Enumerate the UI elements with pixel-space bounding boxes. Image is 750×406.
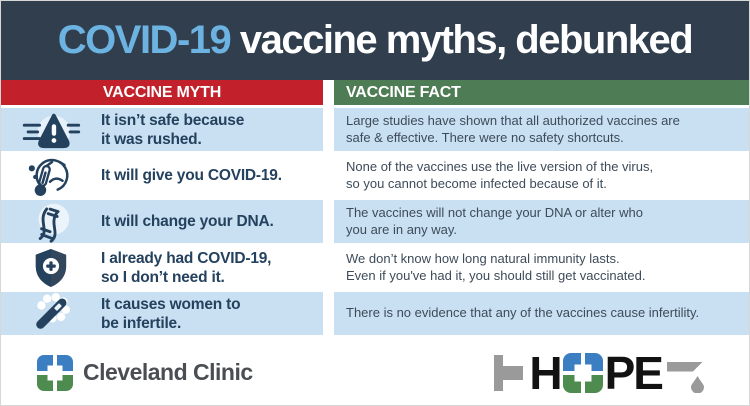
myth-text: It isn’t safe because it was rushed. [101, 111, 245, 148]
myth-text: It causes women to be infertile. [101, 295, 241, 332]
myth-cell: It causes women to be infertile. [1, 292, 323, 335]
column-divider [323, 246, 334, 289]
table-row: It causes women to be infertile. There i… [1, 292, 749, 335]
table-row: It will change your DNA. The vaccines wi… [1, 200, 749, 243]
myth-text: I already had COVID-19, so I don’t need … [101, 249, 272, 286]
header-banner: COVID-19 vaccine myths, debunked [1, 1, 749, 80]
title-highlight: COVID-19 [57, 18, 232, 62]
myth-cell: It will change your DNA. [1, 200, 323, 243]
pregnancy-test-icon [1, 292, 101, 336]
column-divider [323, 200, 334, 243]
fact-text: Large studies have shown that all author… [346, 113, 680, 145]
cleveland-clinic-mark-icon [562, 352, 603, 393]
fact-text: The vaccines will not change your DNA or… [346, 205, 643, 237]
table-row: It isn’t safe because it was rushed. Lar… [1, 108, 749, 151]
table-row: It will give you COVID-19. None of the v… [1, 154, 749, 197]
title-rest: vaccine myths, debunked [230, 18, 694, 62]
sick-face-thermometer-icon [1, 153, 101, 199]
fact-column-header: VACCINE FACT [334, 80, 749, 105]
cleveland-clinic-mark-icon [37, 354, 73, 391]
syringe-plunger-icon [494, 352, 524, 394]
myth-cell: I already had COVID-19, so I don’t need … [1, 246, 323, 289]
column-divider [323, 80, 334, 105]
fact-header-label: VACCINE FACT [346, 83, 461, 101]
myth-cell: It will give you COVID-19. [1, 154, 323, 197]
fact-cell: Large studies have shown that all author… [334, 108, 749, 151]
hope-logo: H PE [494, 350, 711, 396]
droplet-icon [691, 375, 704, 398]
warning-triangle-icon [1, 109, 101, 151]
hope-letter-h: H [529, 346, 562, 399]
clinic-name: Cleveland Clinic [83, 359, 253, 385]
myth-header-label: VACCINE MYTH [102, 83, 222, 101]
fact-text: There is no evidence that any of the vac… [346, 305, 700, 321]
myth-text: It will change your DNA. [101, 213, 274, 230]
column-divider [323, 154, 334, 197]
fact-cell: None of the vaccines use the live versio… [334, 154, 749, 197]
column-divider [323, 108, 334, 151]
column-header-band: VACCINE MYTH VACCINE FACT [1, 80, 749, 105]
hope-letters-pe: PE [604, 346, 664, 399]
syringe-needle-icon [667, 350, 711, 396]
page-title: COVID-19 vaccine myths, debunked [57, 18, 694, 63]
fact-text: We don’t know how long natural immunity … [346, 251, 646, 283]
footer: Cleveland Clinic H PE [1, 338, 749, 405]
myth-column-header: VACCINE MYTH [1, 80, 323, 105]
column-divider [323, 292, 334, 335]
cleveland-clinic-logo: Cleveland Clinic [37, 354, 253, 391]
table-row: I already had COVID-19, so I don’t need … [1, 246, 749, 289]
fact-cell: There is no evidence that any of the vac… [334, 292, 749, 335]
myth-cell: It isn’t safe because it was rushed. [1, 108, 323, 151]
fact-cell: The vaccines will not change your DNA or… [334, 200, 749, 243]
fact-text: None of the vaccines use the live versio… [346, 159, 654, 191]
myth-text: It will give you COVID-19. [101, 167, 282, 184]
shield-cross-icon [1, 247, 101, 289]
fact-cell: We don’t know how long natural immunity … [334, 246, 749, 289]
dna-helix-icon [1, 199, 101, 245]
